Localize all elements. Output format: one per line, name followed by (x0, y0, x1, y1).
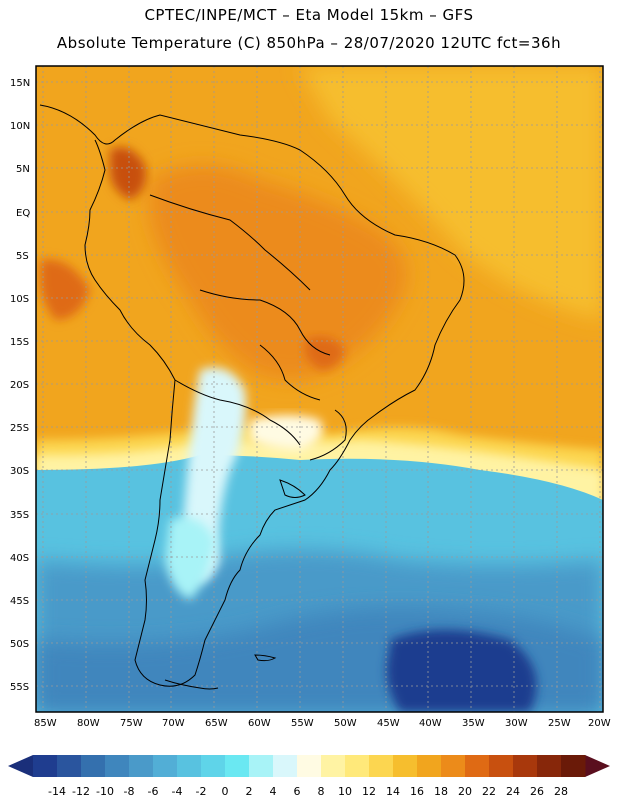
lat-label: 50S (10, 639, 29, 650)
colorbar-swatch (129, 755, 154, 777)
colorbar-label: 10 (338, 785, 352, 798)
colorbar-label: -6 (148, 785, 159, 798)
colorbar-swatch (417, 755, 442, 777)
colorbar-swatch (33, 755, 58, 777)
colorbar-swatch (393, 755, 418, 777)
lat-label: EQ (16, 208, 30, 219)
lon-label: 20W (588, 718, 611, 729)
colorbar-label: 20 (458, 785, 472, 798)
colorbar-swatch (321, 755, 346, 777)
longitude-labels: 85W 80W 75W 70W 65W 60W 55W 50W 45W 40W … (34, 718, 611, 729)
colorbar-label: 12 (362, 785, 376, 798)
lon-label: 85W (34, 718, 57, 729)
lon-label: 45W (377, 718, 400, 729)
colorbar-swatch (297, 755, 322, 777)
colorbar-swatch (465, 755, 490, 777)
lon-label: 80W (77, 718, 100, 729)
colorbar-label: 0 (222, 785, 229, 798)
lat-label: 15N (10, 78, 30, 89)
colorbar-label: 4 (270, 785, 277, 798)
lat-label: 30S (10, 466, 29, 477)
lat-label: 10S (10, 294, 29, 305)
colorbar-label: -8 (124, 785, 135, 798)
colorbar-label: 6 (294, 785, 301, 798)
map-subtitle: Absolute Temperature (C) 850hPa – 28/07/… (56, 34, 562, 52)
lat-label: 20S (10, 380, 29, 391)
lat-label: 15S (10, 337, 29, 348)
lon-label: 70W (162, 718, 185, 729)
lon-label: 65W (205, 718, 228, 729)
lat-label: 10N (10, 121, 30, 132)
coastlines (39, 104, 465, 690)
colorbar-label: 24 (506, 785, 520, 798)
lat-label: 55S (10, 682, 29, 693)
lon-label: 40W (419, 718, 442, 729)
colorbar-swatch (57, 755, 82, 777)
lat-label: 40S (10, 553, 29, 564)
colorbar-swatch (105, 755, 130, 777)
colorbar-label: 14 (386, 785, 400, 798)
colorbar-label: -4 (172, 785, 183, 798)
colorbar-max-arrow (585, 755, 610, 777)
colorbar-label: 28 (554, 785, 568, 798)
colorbar-swatch (273, 755, 298, 777)
lon-label: 60W (248, 718, 271, 729)
colorbar-label: -2 (196, 785, 207, 798)
lon-label: 55W (291, 718, 314, 729)
colorbar-label: -10 (96, 785, 114, 798)
lon-label: 25W (548, 718, 571, 729)
colorbar-swatch (201, 755, 226, 777)
colorbar-swatch (369, 755, 394, 777)
lon-label: 35W (462, 718, 485, 729)
colorbar-swatch (561, 755, 586, 777)
colorbar-swatch (81, 755, 106, 777)
map-title: CPTEC/INPE/MCT – Eta Model 15km – GFS (144, 6, 474, 24)
colorbar-label: -14 (48, 785, 66, 798)
colorbar-swatch (225, 755, 250, 777)
colorbar-swatch (345, 755, 370, 777)
colorbar-label: 18 (434, 785, 448, 798)
colorbar: -14 -12 -10 -8 -6 -4 -2 0 2 4 6 8 10 12 14 16 18 20 22 24 26… (8, 755, 610, 798)
colorbar-min-arrow (8, 755, 33, 777)
colorbar-swatch (513, 755, 538, 777)
map-frame (35, 65, 604, 713)
colorbar-swatch (489, 755, 514, 777)
lat-label: 35S (10, 510, 29, 521)
lat-label: 5S (16, 251, 29, 262)
colorbar-label: 2 (246, 785, 253, 798)
lat-label: 5N (16, 164, 30, 175)
colorbar-label: 22 (482, 785, 496, 798)
latitude-labels: 15N 10N 5N EQ 5S 10S 15S 20S 25S 30S 35S… (10, 78, 30, 693)
lon-label: 75W (120, 718, 143, 729)
lat-label: 45S (10, 596, 29, 607)
colorbar-label: 26 (530, 785, 544, 798)
colorbar-swatch (153, 755, 178, 777)
colorbar-swatch (441, 755, 466, 777)
lon-label: 50W (334, 718, 357, 729)
colorbar-swatch (537, 755, 562, 777)
temperature-field (36, 66, 603, 712)
colorbar-swatch (249, 755, 274, 777)
colorbar-label: -12 (72, 785, 90, 798)
colorbar-label: 16 (410, 785, 424, 798)
colorbar-swatch (177, 755, 202, 777)
colorbar-label: 8 (318, 785, 325, 798)
lat-label: 25S (10, 423, 29, 434)
lon-label: 30W (505, 718, 528, 729)
